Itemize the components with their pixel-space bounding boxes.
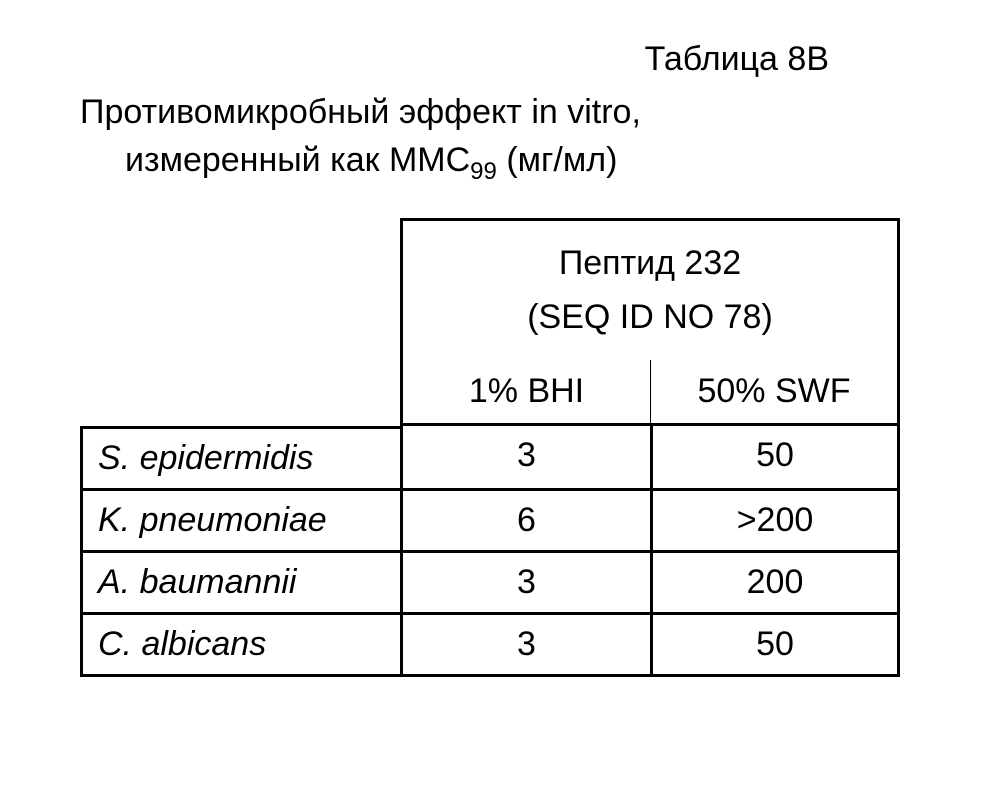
value-swf: >200 — [650, 491, 900, 553]
peptide-header-line1: Пептид 232 — [413, 236, 887, 290]
title-line2: измеренный как MMC99 (мг/мл) — [80, 137, 929, 188]
table-row: K. pneumoniae 6 >200 — [80, 491, 929, 553]
peptide-header-line2: (SEQ ID NO 78) — [413, 290, 887, 344]
title-subscript: 99 — [470, 157, 497, 184]
species-cell: S. epidermidis — [80, 426, 400, 491]
data-table: Пептид 232 (SEQ ID NO 78) 1% BHI 50% SWF… — [70, 218, 929, 677]
subheader-bhi: 1% BHI — [400, 360, 650, 426]
peptide-header: Пептид 232 (SEQ ID NO 78) — [400, 218, 900, 360]
value-swf: 200 — [650, 553, 900, 615]
table-row: S. epidermidis 3 50 — [80, 426, 929, 491]
value-bhi: 3 — [400, 426, 650, 491]
table-row: C. albicans 3 50 — [80, 615, 929, 677]
title-line2-prefix: измеренный как MMC — [125, 141, 470, 179]
subheader-swf: 50% SWF — [650, 360, 900, 426]
subheader-row: 1% BHI 50% SWF — [80, 360, 929, 426]
species-cell: C. albicans — [80, 615, 400, 677]
species-cell: A. baumannii — [80, 553, 400, 615]
title-line1: Противомикробный эффект in vitro, — [80, 89, 929, 137]
value-bhi: 3 — [400, 553, 650, 615]
table-number: Таблица 8В — [70, 40, 929, 79]
species-cell: K. pneumoniae — [80, 491, 400, 553]
table-row: A. baumannii 3 200 — [80, 553, 929, 615]
value-bhi: 6 — [400, 491, 650, 553]
value-swf: 50 — [650, 426, 900, 491]
title-line2-suffix: (мг/мл) — [497, 141, 618, 179]
empty-subheader-cell — [80, 360, 400, 426]
value-swf: 50 — [650, 615, 900, 677]
value-bhi: 3 — [400, 615, 650, 677]
table-title: Противомикробный эффект in vitro, измере… — [70, 89, 929, 188]
table-header-group: Пептид 232 (SEQ ID NO 78) — [80, 218, 929, 360]
empty-header-cell — [80, 218, 400, 360]
